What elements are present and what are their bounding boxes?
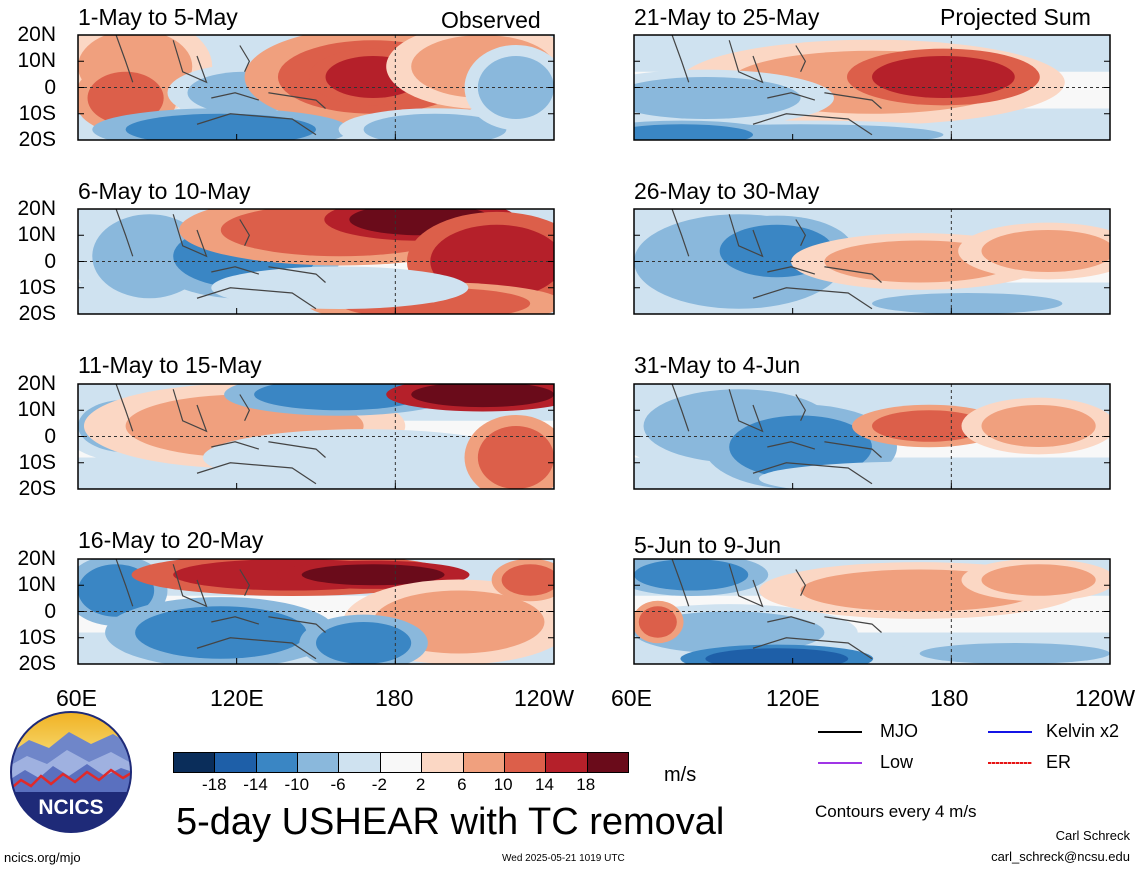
legend-label-er: ER: [1046, 752, 1072, 772]
lon-label-120w-right: 120W: [1075, 685, 1135, 711]
colorbar-tick-label: -10: [284, 775, 310, 794]
lat-label: 20S: [18, 302, 56, 325]
panel-title-2: 6-May to 10-May: [78, 178, 251, 204]
lat-label: 10S: [18, 101, 56, 125]
coastline: [671, 384, 882, 485]
lat-label: 10N: [17, 49, 56, 73]
colorbar-swatch: [338, 753, 380, 772]
panel-title-4: 16-May to 20-May: [78, 527, 264, 553]
colorbar-swatch: [462, 753, 504, 772]
colorbar-swatch: [297, 753, 339, 772]
site-link[interactable]: ncics.org/mjo: [4, 850, 81, 865]
coastline: [671, 209, 882, 310]
coastline: [671, 559, 882, 660]
ncics-logo: NCICS: [10, 711, 132, 833]
timestamp: Wed 2025-05-21 1019 UTC: [502, 853, 625, 864]
lat-label: 0: [44, 249, 56, 273]
legend-line-er: [988, 762, 1032, 764]
map-panel: [77, 558, 555, 665]
contour-note: Contours every 4 m/s: [815, 802, 977, 821]
colorbar-tick-label: 14: [534, 775, 554, 794]
coastline: [115, 209, 326, 310]
lon-label-60e-left: 60E: [56, 685, 97, 711]
lon-label-180-left: 180: [375, 685, 414, 711]
lat-label: 10S: [18, 625, 56, 649]
colorbar-tick-label: -14: [243, 775, 268, 794]
map-panel: [633, 34, 1111, 141]
legend-label-low: Low: [880, 752, 914, 772]
colorbar-tick-label: 18: [576, 775, 596, 794]
legend-label-mjo: MJO: [880, 721, 918, 741]
legend-line-kelvin: [988, 731, 1032, 733]
colorbar-swatch: [255, 753, 298, 772]
colorbar-swatch: [545, 753, 587, 772]
coastline: [671, 35, 882, 136]
lon-label-120w-left: 120W: [514, 685, 575, 711]
lon-label-120e-left: 120E: [210, 685, 264, 711]
coastline: [115, 35, 326, 136]
lat-label: 20S: [18, 477, 56, 500]
panel-title-3: 11-May to 15-May: [78, 352, 262, 378]
panel-title-1: 1-May to 5-May: [78, 4, 238, 30]
lon-label-120e-right: 120E: [766, 685, 820, 711]
map-panel: [633, 558, 1111, 665]
map-panel: [633, 383, 1111, 490]
legend-label-kelvin: Kelvin x2: [1046, 721, 1120, 741]
map-panel: [633, 208, 1111, 315]
author-name: Carl Schreck: [1055, 828, 1130, 843]
lat-label: 0: [44, 424, 56, 448]
lat-label: 0: [44, 599, 56, 623]
lon-label-60e-right: 60E: [611, 685, 652, 711]
colorbar-swatch: [421, 753, 463, 772]
observed-label: Observed: [441, 7, 541, 33]
lat-label: 10N: [17, 223, 56, 247]
lat-label: 20N: [17, 23, 56, 46]
colorbar-swatch: [503, 753, 546, 772]
panel-title-6: 26-May to 30-May: [634, 178, 820, 204]
colorbar-swatch: [214, 753, 256, 772]
legend-line-low: [818, 762, 862, 764]
coastline: [115, 559, 326, 660]
main-title: 5-day USHEAR with TC removal: [176, 801, 725, 843]
panel-title-7: 31-May to 4-Jun: [634, 352, 801, 378]
colorbar-swatch: [174, 753, 215, 772]
panel-title-5: 21-May to 25-May: [634, 4, 820, 30]
panel-title-8: 5-Jun to 9-Jun: [634, 532, 782, 558]
lat-label: 10S: [18, 275, 56, 299]
lon-label-180-right: 180: [930, 685, 969, 711]
lat-label: 10N: [17, 398, 56, 422]
coastline: [115, 384, 326, 485]
map-panel: [77, 383, 555, 490]
colorbar-tick-label: 2: [415, 775, 426, 794]
logo-text: NCICS: [38, 796, 103, 819]
legend-line-mjo: [818, 731, 862, 733]
colorbar-swatch: [586, 753, 628, 772]
lat-label: 10S: [18, 450, 56, 474]
colorbar-tick-label: -6: [330, 775, 346, 794]
lat-label: 20N: [17, 547, 56, 570]
colorbar-tick-label: 6: [457, 775, 467, 794]
projected-label: Projected Sum: [940, 4, 1091, 30]
lat-label: 0: [44, 75, 56, 99]
lat-label: 10N: [17, 573, 56, 597]
colorbar-tick-label: -18: [201, 775, 227, 794]
units-label: m/s: [664, 764, 697, 786]
colorbar-tick-label: 10: [493, 775, 513, 794]
lat-label: 20N: [17, 197, 56, 220]
colorbar: [173, 752, 629, 773]
lat-label: 20N: [17, 372, 56, 395]
lat-label: 20S: [18, 652, 56, 675]
lat-label: 20S: [18, 128, 56, 151]
map-panel: [77, 208, 555, 315]
colorbar-swatch: [379, 753, 422, 772]
colorbar-tick-label: -2: [371, 775, 387, 794]
map-panel: [77, 34, 555, 141]
shear-maps: [77, 34, 1111, 665]
author-email: carl_schreck@ncsu.edu: [991, 849, 1130, 864]
